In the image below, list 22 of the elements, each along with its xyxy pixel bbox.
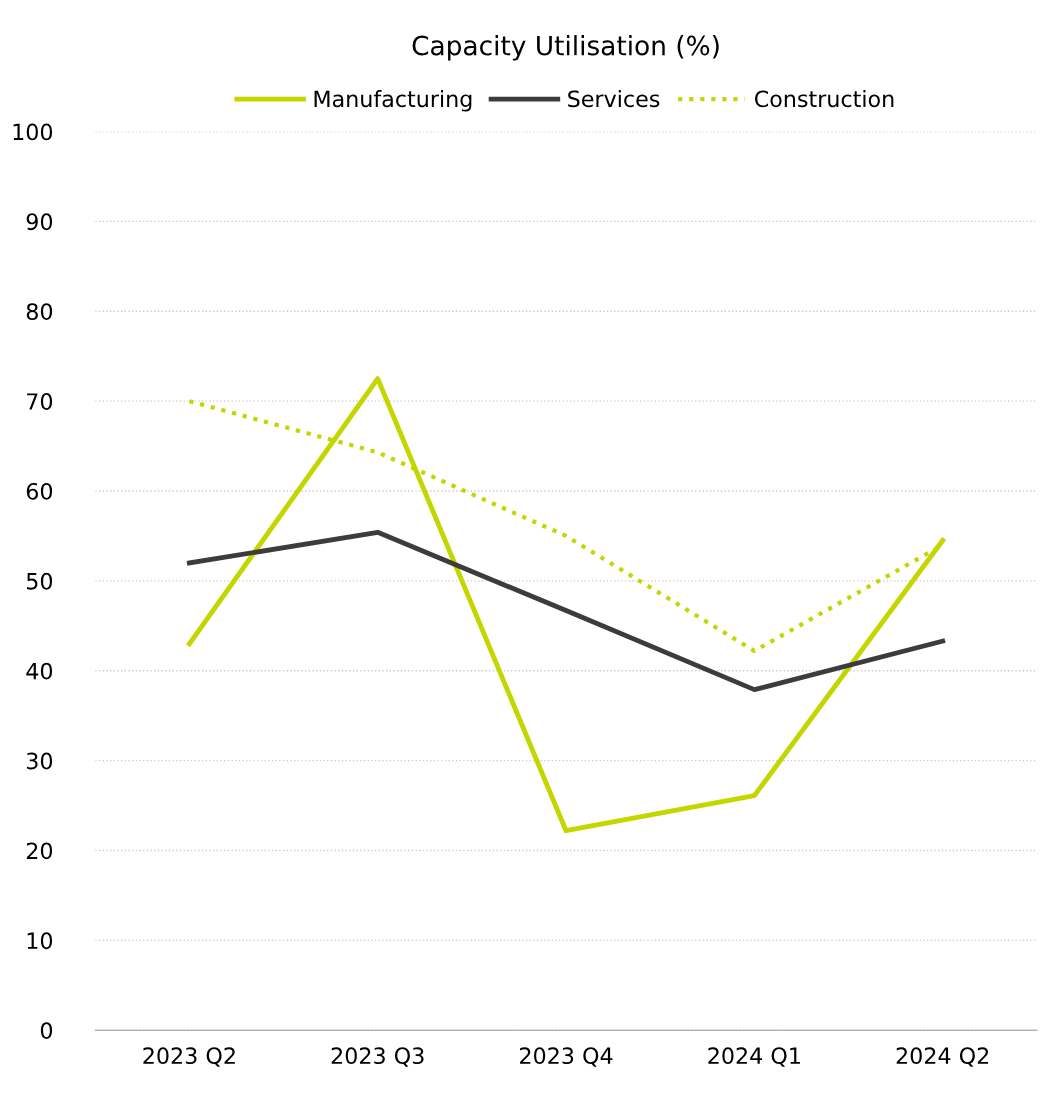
y-tick-label: 70 xyxy=(27,393,53,410)
x-tick-label: 2023 Q3 xyxy=(331,1047,424,1067)
y-tick-label: 40 xyxy=(26,662,53,680)
y-tick-label: 100 xyxy=(13,123,53,141)
y-tick-label: 20 xyxy=(26,842,53,860)
legend-label: Manufacturing xyxy=(314,90,472,112)
legend-label: Construction xyxy=(754,90,894,108)
x-tick-label: 2023 Q2 xyxy=(143,1047,235,1067)
y-tick-label: 90 xyxy=(26,213,53,231)
y-tick-label: 60 xyxy=(26,482,53,500)
y-tick-label: 0 xyxy=(40,1022,53,1039)
y-tick-label: 30 xyxy=(26,752,53,770)
y-tick-label: 80 xyxy=(26,303,53,321)
x-tick-label: 2024 Q2 xyxy=(896,1047,989,1067)
line-series xyxy=(186,376,946,834)
x-tick-label: 2024 Q1 xyxy=(708,1047,800,1067)
legend-label: Services xyxy=(568,90,660,108)
y-tick-label: 50 xyxy=(26,572,53,590)
line-series xyxy=(186,529,946,693)
x-tick-label: 2023 Q4 xyxy=(520,1047,613,1067)
chart-title: Capacity Utilisation (%) xyxy=(412,35,719,61)
y-tick-label: 10 xyxy=(27,932,53,950)
